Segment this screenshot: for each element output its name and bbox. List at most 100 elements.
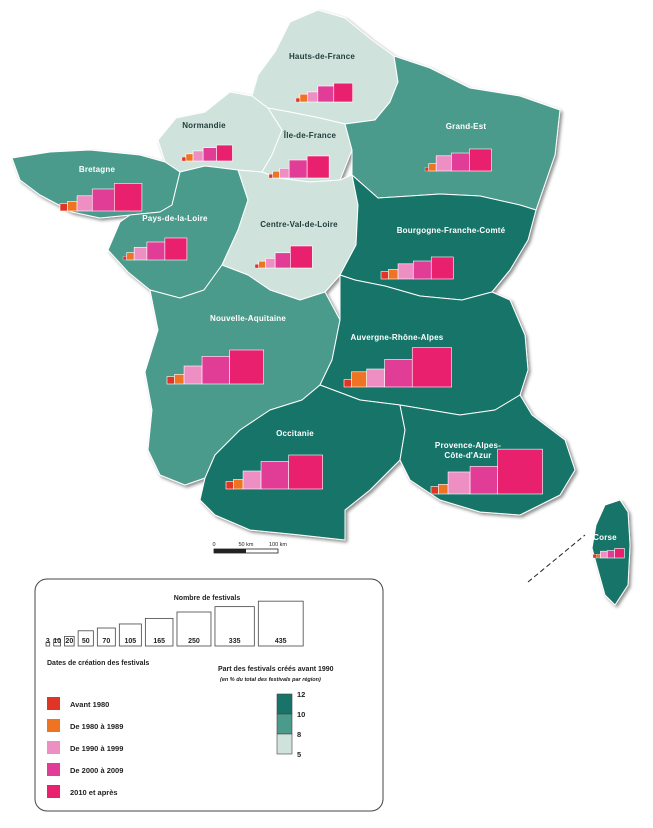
legend-size-square-10: [53, 638, 61, 647]
legend-date-swatch-3: [47, 763, 60, 776]
square-ile-de-france-date-4: [306, 155, 330, 179]
square-normandie-date-1: [185, 153, 194, 162]
square-bretagne-date-4: [113, 183, 143, 212]
region-symbol-centre-val-de-loire: [254, 245, 313, 269]
legend-size-label-435: 435: [275, 638, 287, 645]
square-bretagne-date-2: [76, 195, 93, 212]
legend-date-swatch-4: [47, 785, 60, 798]
square-normandie-date-4: [216, 144, 233, 162]
square-centre-val-de-loire-date-0: [254, 264, 259, 269]
square-bretagne-date-0: [59, 203, 68, 212]
legend-size-squares: 3 10 20 50 70 105 165 250 335 435: [45, 600, 304, 647]
square-auvergne-rhone-alpes-date-0: [343, 379, 352, 388]
legend-size-title: Nombre de festivals: [174, 595, 241, 602]
square-pays-de-la-loire-date-0: [122, 256, 127, 261]
square-ile-de-france-date-1: [272, 170, 280, 179]
legend-dates-title: Dates de création des festivals: [47, 660, 149, 667]
square-nouvelle-aquitaine-date-1: [174, 374, 185, 385]
legend-size-square-50: [77, 630, 94, 647]
square-hauts-de-france-date-2: [307, 91, 319, 103]
square-ile-de-france-date-3: [288, 159, 308, 179]
square-centre-val-de-loire-date-4: [290, 245, 313, 269]
legend-share-swatch-2: [276, 733, 293, 755]
legend-size-label-165: 165: [153, 638, 165, 645]
square-hauts-de-france-date-3: [317, 85, 335, 103]
region-label-bourgogne-franche-comte: Bourgogne-Franche-Comté: [397, 226, 506, 235]
square-bourgogne-franche-comte-date-4: [430, 256, 454, 280]
square-corse-date-1: [596, 554, 601, 559]
region-label-centre-val-de-loire: Centre-Val-de-Loire: [260, 220, 338, 229]
scale-label-100: 100 km: [269, 542, 287, 548]
square-auvergne-rhone-alpes-date-2: [366, 368, 385, 388]
region-symbol-nouvelle-aquitaine: [166, 349, 264, 385]
legend-date-swatch-1: [47, 719, 60, 732]
square-pays-de-la-loire-date-3: [146, 241, 166, 261]
square-centre-val-de-loire-date-2: [265, 258, 276, 269]
square-bourgogne-franche-comte-date-3: [412, 260, 432, 280]
square-hauts-de-france-date-1: [299, 93, 309, 103]
square-grand-est-date-0: [424, 167, 429, 172]
legend-date-label-0: Avant 1980: [70, 700, 109, 709]
legend-date-label-1: De 1980 à 1989: [70, 722, 123, 731]
legend-size-label-335: 335: [229, 638, 241, 645]
legend-size-label-10: 10: [53, 638, 61, 645]
square-occitanie-date-4: [288, 454, 323, 490]
square-grand-est-date-3: [451, 152, 470, 172]
legend-size-square-335: [214, 606, 255, 647]
region-label-auvergne-rhone-alpes: Auvergne-Rhône-Alpes: [351, 333, 444, 342]
region-label-ile-de-france: Île-de-France: [283, 131, 337, 140]
square-provence-alpes-cote-dazur-date-2: [447, 471, 471, 495]
square-auvergne-rhone-alpes-date-1: [351, 371, 367, 388]
region-shape-bourgogne-franche-comte: [339, 174, 537, 301]
legend-share-subtitle: (en % du total des festivals par région): [220, 677, 321, 683]
square-normandie-date-3: [202, 147, 217, 162]
square-ile-de-france-date-0: [268, 174, 273, 179]
square-corse-date-0: [592, 554, 597, 559]
legend-share-classes: 12 10 8 5: [276, 690, 305, 759]
region-label-provence-alpes-cote-dazur: Provence-Alpes-Côte-d'Azur: [435, 441, 501, 460]
square-grand-est-date-1: [428, 163, 437, 172]
region-symbol-hauts-de-france: [295, 82, 353, 103]
region-symbol-occitanie: [225, 454, 323, 490]
square-nouvelle-aquitaine-date-0: [166, 376, 175, 385]
legend-share-break-8: 8: [297, 730, 301, 739]
square-corse-date-4: [614, 548, 625, 559]
scale-label-50: 50 km: [239, 542, 254, 548]
scale-bar: 0 50 km 100 km: [212, 542, 287, 554]
square-auvergne-rhone-alpes-date-4: [411, 347, 452, 388]
legend-date-swatch-0: [47, 697, 60, 710]
square-hauts-de-france-date-0: [295, 97, 301, 103]
square-pays-de-la-loire-date-1: [126, 252, 135, 261]
square-normandie-date-2: [192, 150, 204, 162]
legend-size-square-20: [64, 635, 75, 647]
region-symbol-grand-est: [424, 148, 492, 172]
legend-size-square-105: [118, 623, 142, 647]
square-occitanie-date-2: [242, 470, 262, 490]
legend-size-square-165: [144, 617, 174, 647]
square-bretagne-date-3: [91, 188, 115, 212]
legend-size-label-70: 70: [102, 638, 110, 645]
legend-size-label-105: 105: [125, 638, 137, 645]
square-nouvelle-aquitaine-date-2: [183, 365, 203, 385]
region-symbols: [59, 82, 625, 559]
region-label-nouvelle-aquitaine: Nouvelle-Aquitaine: [210, 314, 286, 323]
region-symbol-ile-de-france: [268, 155, 330, 179]
legend-size-square-435: [257, 600, 304, 647]
square-grand-est-date-2: [435, 155, 452, 172]
square-pays-de-la-loire-date-2: [133, 246, 148, 261]
legend-share-break-10: 10: [297, 710, 305, 719]
square-corse-date-2: [600, 550, 608, 559]
square-bourgogne-franche-comte-date-1: [388, 269, 399, 280]
square-bourgogne-franche-comte-date-2: [397, 263, 414, 280]
square-grand-est-date-4: [469, 148, 492, 172]
square-centre-val-de-loire-date-1: [258, 260, 266, 269]
region-label-occitanie: Occitanie: [276, 429, 314, 438]
legend-share-swatch-1: [276, 713, 293, 735]
region-symbol-provence-alpes-cote-dazur: [430, 448, 543, 495]
legend-date-label-2: De 1990 à 1999: [70, 744, 123, 753]
legend-date-label-3: De 2000 à 2009: [70, 766, 123, 775]
square-hauts-de-france-date-4: [333, 82, 353, 103]
scale-label-0: 0: [212, 542, 215, 548]
legend-size-square-70: [96, 627, 116, 647]
